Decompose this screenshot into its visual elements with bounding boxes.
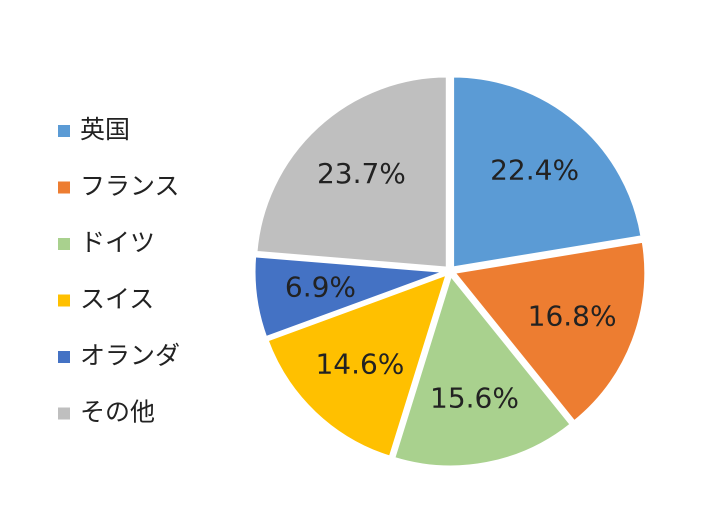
legend-swatch <box>58 125 70 137</box>
legend-swatch <box>58 238 70 250</box>
pie-slice <box>254 74 449 270</box>
legend-swatch <box>58 407 70 420</box>
legend-swatch <box>58 351 70 363</box>
legend-swatch <box>58 181 70 194</box>
pie-slice <box>265 271 450 460</box>
legend-label: 英国 <box>80 115 130 144</box>
legend-label: オランダ <box>80 341 180 370</box>
pie-slice <box>252 254 447 340</box>
legend-label: スイス <box>80 285 154 314</box>
data-label: 22.4% <box>490 153 579 186</box>
pie-slice <box>451 74 644 270</box>
data-label: 23.7% <box>317 157 406 190</box>
legend-swatch <box>58 294 70 307</box>
data-label: 14.6% <box>315 348 404 381</box>
data-label: 16.8% <box>528 300 617 333</box>
legend-label: フランス <box>80 172 180 201</box>
pie-slice <box>450 239 648 424</box>
legend-label: ドイツ <box>80 228 155 257</box>
data-label: 15.6% <box>430 381 519 414</box>
legend-label: その他 <box>80 398 155 427</box>
pie-slice <box>391 271 574 469</box>
data-label: 6.9% <box>285 271 356 304</box>
